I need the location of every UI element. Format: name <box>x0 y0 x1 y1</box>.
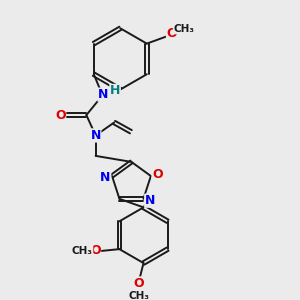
Text: N: N <box>91 129 101 142</box>
Text: N: N <box>100 171 111 184</box>
Text: O: O <box>90 244 101 257</box>
Text: N: N <box>98 88 108 101</box>
Text: O: O <box>55 109 66 122</box>
Text: CH₃: CH₃ <box>128 292 149 300</box>
Text: O: O <box>134 277 144 290</box>
Text: CH₃: CH₃ <box>72 246 93 256</box>
Text: N: N <box>145 194 155 207</box>
Text: O: O <box>152 168 163 181</box>
Text: O: O <box>167 27 177 40</box>
Text: H: H <box>110 84 120 98</box>
Text: CH₃: CH₃ <box>173 24 194 34</box>
